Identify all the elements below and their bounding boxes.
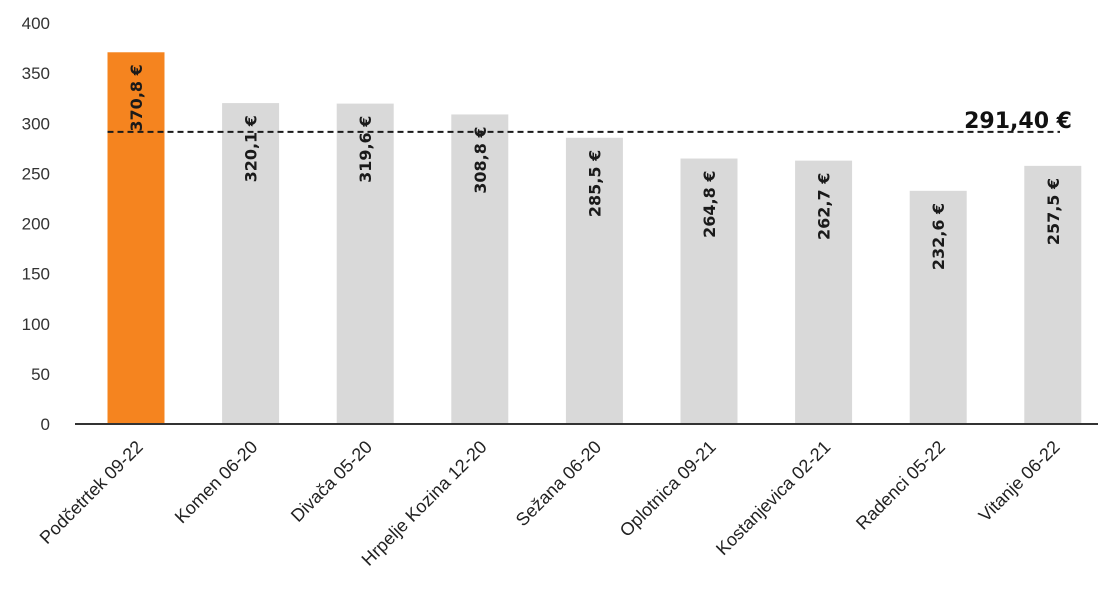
y-tick-label: 400 [22,14,50,33]
bar [1024,165,1082,424]
bar [795,160,853,424]
category-labels: Podčetrtek 09-22 Komen 06-20 Divača 05-20H… [36,437,1064,570]
y-tick-label: 0 [41,415,50,434]
x-category-label: Podčetrtek 09-22 [36,437,147,548]
x-category-label: Radenci 05-22 [852,437,949,534]
y-tick-label: 300 [22,114,50,133]
x-category-label: Kostanjevica 02-21 [712,437,834,559]
y-axis-ticks: 0 50 100 150 200 250 300 350 400 [22,14,50,434]
bar [336,103,394,424]
y-tick-label: 50 [31,365,50,384]
x-category-label: Hrpelje Kozina 12-20 [358,437,491,570]
x-category-label: Vitanje 06-22 [975,437,1064,526]
bar [222,103,280,425]
bar [565,137,623,424]
bar [451,114,509,424]
y-tick-label: 200 [22,215,50,234]
bar-value-label: 262,7 € [815,173,834,240]
y-tick-label: 150 [22,265,50,284]
x-category-label: Oplotnica 09-21 [616,437,720,541]
y-tick-label: 250 [22,164,50,183]
bar-value-label: 264,8 € [700,171,719,238]
average-label: 291,40 € [964,109,1072,134]
value-labels: 370,8 € 320,1 € 319,6 € 308,8 € 285,5 € 264,8… [127,64,1063,270]
bar-value-label: 285,5 € [585,150,604,217]
bar [909,190,967,424]
bar-value-label: 308,8 € [471,126,490,193]
bar-value-label: 370,8 € [127,64,146,131]
bar [680,158,738,424]
x-category-label: Sežana 06-20 [512,437,605,530]
bar-value-label: 320,1 € [242,115,261,182]
bar-value-label: 257,5 € [1044,178,1063,245]
bar-value-label: 319,6 € [356,116,375,183]
bar [107,52,165,424]
bar-value-label: 232,6 € [929,203,948,270]
y-tick-label: 350 [22,64,50,83]
x-category-label: Divača 05-20 [287,437,376,526]
bars [107,52,1082,425]
x-category-label: Komen 06-20 [171,437,262,528]
y-tick-label: 100 [22,315,50,334]
